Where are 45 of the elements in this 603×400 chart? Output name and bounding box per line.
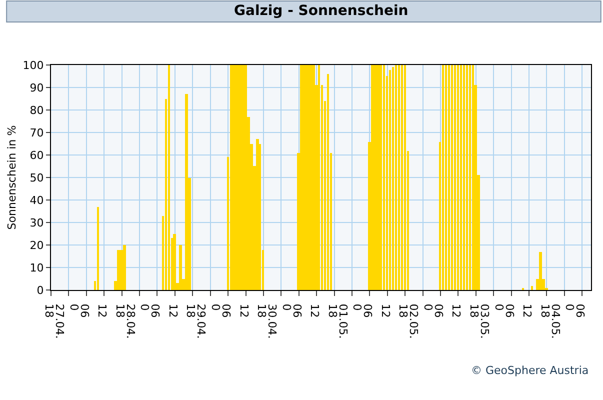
x-tick-label: 06 [361,304,374,318]
x-tick-label: 06 [220,304,233,318]
y-tick-label: 10 [30,261,44,274]
x-tick-label: 12 [166,304,180,318]
x-tick-label: 12 [520,304,534,318]
x-tick-label: 18 [254,304,268,318]
x-tick-label: 06 [502,304,516,318]
x-tick-label: 18 [396,304,410,318]
x-tick-label: 0 28.04. [124,304,152,339]
x-tick-label: 06 [432,304,446,318]
x-tick-label: 0 02.05. [407,304,434,339]
x-tick-label: 06 [574,304,587,318]
y-tick-label: 60 [30,148,44,162]
x-tick-label: 06 [78,304,91,318]
text: © GeoSphere Austria [471,364,589,377]
x-tick-label: 18 [42,304,56,318]
y-tick-label: 50 [30,171,44,184]
x-tick-label: 12 [237,304,250,318]
x-tick-label: 12 [308,304,322,318]
x-tick-label: 12 [96,304,109,318]
x-tick-label: 12 [378,304,392,318]
x-tick-label: 18 [467,304,480,318]
x-tick-label: 18 [184,304,198,318]
y-tick-label: 20 [30,238,44,252]
y-tick-label: 90 [30,81,44,94]
y-tick-label: 100 [22,58,44,72]
y-axis-title: Sonnenschein in % [5,125,18,230]
x-tick-label: 18 [113,304,126,318]
x-tick-label: 0 27.04. [53,304,80,339]
x-tick-label: 12 [450,304,463,318]
x-tick-label: 0 29.04. [194,304,222,339]
x-tick-label: 18 [538,304,552,318]
y-tick-label: 70 [30,126,44,140]
y-tick-label: 30 [30,216,44,230]
x-tick-label: 0 04.05. [548,304,576,339]
x-tick-label: 0 03.05. [478,304,506,339]
y-tick-label: 80 [30,104,44,117]
x-tick-label: 06 [290,304,304,318]
x-tick-label: 0 01.05. [336,304,364,339]
x-tick-label: 06 [148,304,162,318]
y-tick-label: 40 [30,194,44,207]
chart-title: Galzig - Sonnenschein [234,3,408,19]
x-tick-label: 18 [326,304,339,318]
x-tick-label: 0 30.04. [266,304,293,339]
y-tick-label: 0 [36,284,44,297]
